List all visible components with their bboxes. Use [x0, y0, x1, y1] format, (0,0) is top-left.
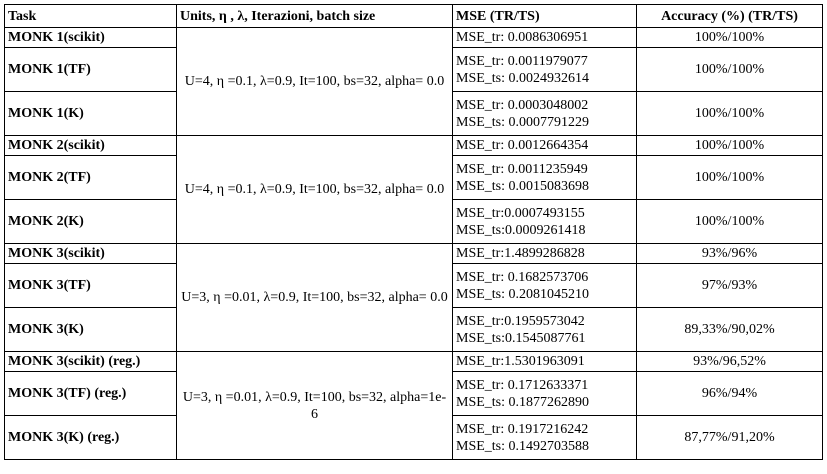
mse-cell: MSE_tr:0.0007493155 MSE_ts:0.0009261418 — [452, 199, 637, 244]
table-row: MONK 3(K) MSE_tr:0.1959573042 MSE_ts:0.15… — [4, 307, 823, 352]
table-row: MONK 3(scikit) (reg.) U=3, η =0.01, λ=0.… — [4, 351, 823, 460]
mse-ts: MSE_ts:0.0009261418 — [456, 222, 586, 238]
table-row: MONK 3(TF) MSE_tr: 0.1682573706 MSE_ts: 0… — [4, 263, 823, 308]
mse-tr: MSE_tr:1.5301963091 — [456, 354, 585, 369]
accuracy-cell: 87,77%/91,20% — [636, 415, 823, 460]
accuracy-cell: 97%/93% — [636, 263, 823, 308]
mse-tr: MSE_tr: 0.0086306951 — [456, 30, 589, 45]
mse-cell: MSE_tr:1.5301963091 — [452, 351, 637, 372]
table-row: MONK 3(scikit) U=3, η =0.01, λ=0.9, It=1… — [4, 243, 823, 352]
mse-ts: MSE_ts: 0.0024932614 — [456, 70, 590, 86]
task-cell: MONK 2(TF) — [4, 155, 177, 200]
task-cell: MONK 2(scikit) — [4, 135, 177, 156]
accuracy-cell: 100%/100% — [636, 135, 823, 156]
params-cell: U=4, η =0.1, λ=0.9, It=100, bs=32, alpha… — [176, 27, 453, 136]
mse-tr: MSE_tr: 0.1682573706 — [456, 269, 589, 285]
mse-tr: MSE_tr: 0.0011235949 — [456, 161, 588, 177]
task-cell: MONK 3(K) (reg.) — [4, 415, 177, 460]
task-cell: MONK 2(K) — [4, 199, 177, 244]
mse-ts: MSE_ts: 0.0007791229 — [456, 114, 590, 130]
table-body: MONK 1(scikit) U=4, η =0.1, λ=0.9, It=10… — [4, 27, 823, 460]
mse-cell: MSE_tr: 0.0003048002 MSE_ts: 0.0007791229 — [452, 91, 637, 136]
task-cell: MONK 3(scikit) (reg.) — [4, 351, 177, 372]
header-accuracy: Accuracy (%) (TR/TS) — [636, 4, 823, 28]
results-table: Task Units, η , λ, Iterazioni, batch siz… — [4, 4, 823, 460]
accuracy-cell: 93%/96% — [636, 243, 823, 264]
table-row: MONK 3(K) (reg.) MSE_tr: 0.1917216242 MSE… — [4, 415, 823, 460]
header-mse: MSE (TR/TS) — [452, 4, 637, 28]
mse-tr: MSE_tr: 0.0011979077 — [456, 53, 588, 69]
accuracy-cell: 100%/100% — [636, 47, 823, 92]
mse-cell: MSE_tr:1.4899286828 — [452, 243, 637, 264]
table-row: MONK 1(scikit) U=4, η =0.1, λ=0.9, It=10… — [4, 27, 823, 136]
mse-cell: MSE_tr: 0.0011235949 MSE_ts: 0.0015083698 — [452, 155, 637, 200]
mse-tr: MSE_tr: 0.0003048002 — [456, 97, 589, 113]
header-params: Units, η , λ, Iterazioni, batch size — [176, 4, 453, 28]
accuracy-cell: 100%/100% — [636, 91, 823, 136]
mse-tr: MSE_tr:0.0007493155 — [456, 205, 585, 221]
mse-cell: MSE_tr:0.1959573042 MSE_ts:0.1545087761 — [452, 307, 637, 352]
task-cell: MONK 1(TF) — [4, 47, 177, 92]
mse-ts: MSE_ts: 0.1492703588 — [456, 438, 590, 454]
accuracy-cell: 89,33%/90,02% — [636, 307, 823, 352]
mse-cell: MSE_tr: 0.0011979077 MSE_ts: 0.0024932614 — [452, 47, 637, 92]
task-cell: MONK 3(TF) — [4, 263, 177, 308]
task-cell: MONK 3(TF) (reg.) — [4, 371, 177, 416]
params-cell: U=3, η =0.01, λ=0.9, It=100, bs=32, alph… — [176, 351, 453, 460]
table-row: MONK 2(scikit) U=4, η =0.1, λ=0.9, It=10… — [4, 135, 823, 244]
mse-cell: MSE_tr: 0.1917216242 MSE_ts: 0.1492703588 — [452, 415, 637, 460]
params-cell: U=4, η =0.1, λ=0.9, It=100, bs=32, alpha… — [176, 135, 453, 244]
task-cell: MONK 1(scikit) — [4, 27, 177, 48]
table-row: MONK 2(K) MSE_tr:0.0007493155 MSE_ts:0.00… — [4, 199, 823, 244]
mse-cell: MSE_tr: 0.0012664354 — [452, 135, 637, 156]
mse-tr: MSE_tr: 0.0012664354 — [456, 138, 589, 153]
header-task: Task — [4, 4, 177, 28]
table-row: MONK 2(TF) MSE_tr: 0.0011235949 MSE_ts: 0… — [4, 155, 823, 200]
header-row: Task Units, η , λ, Iterazioni, batch siz… — [4, 4, 823, 28]
table-row: MONK 1(TF) MSE_tr: 0.0011979077 MSE_ts: 0… — [4, 47, 823, 92]
accuracy-cell: 100%/100% — [636, 155, 823, 200]
params-cell: U=3, η =0.01, λ=0.9, It=100, bs=32, alph… — [176, 243, 453, 352]
mse-cell: MSE_tr: 0.0086306951 — [452, 27, 637, 48]
mse-ts: MSE_ts: 0.1877262890 — [456, 394, 590, 410]
task-cell: MONK 3(K) — [4, 307, 177, 352]
mse-tr: MSE_tr: 0.1712633371 — [456, 377, 589, 393]
mse-ts: MSE_ts:0.1545087761 — [456, 330, 586, 346]
table-row: MONK 1(K) MSE_tr: 0.0003048002 MSE_ts: 0.… — [4, 91, 823, 136]
task-cell: MONK 1(K) — [4, 91, 177, 136]
accuracy-cell: 100%/100% — [636, 199, 823, 244]
mse-tr: MSE_tr:1.4899286828 — [456, 246, 585, 261]
mse-ts: MSE_ts: 0.2081045210 — [456, 286, 590, 302]
task-cell: MONK 3(scikit) — [4, 243, 177, 264]
mse-cell: MSE_tr: 0.1712633371 MSE_ts: 0.1877262890 — [452, 371, 637, 416]
mse-cell: MSE_tr: 0.1682573706 MSE_ts: 0.2081045210 — [452, 263, 637, 308]
accuracy-cell: 93%/96,52% — [636, 351, 823, 372]
mse-tr: MSE_tr: 0.1917216242 — [456, 421, 589, 437]
mse-tr: MSE_tr:0.1959573042 — [456, 313, 585, 329]
mse-ts: MSE_ts: 0.0015083698 — [456, 178, 590, 194]
accuracy-cell: 96%/94% — [636, 371, 823, 416]
accuracy-cell: 100%/100% — [636, 27, 823, 48]
